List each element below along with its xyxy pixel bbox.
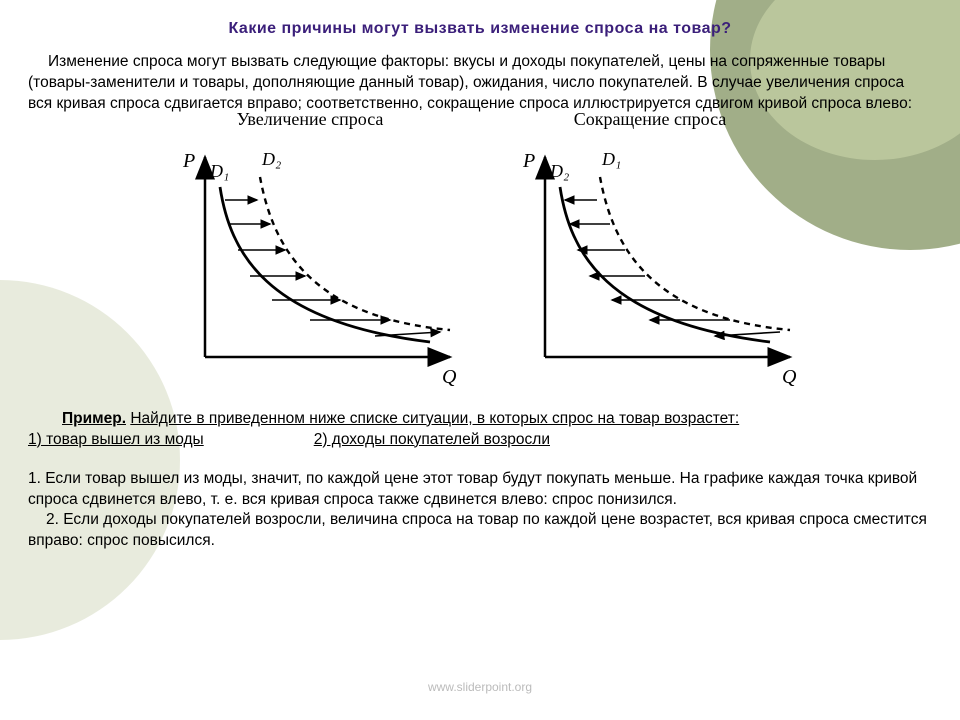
intro-paragraph: Изменение спроса могут вызвать следующие… (28, 52, 932, 115)
example-label: Пример. (62, 410, 126, 427)
svg-text:Q: Q (442, 366, 457, 388)
chart-decrease: Сокращение спроса P Q D₂ D₁ (490, 109, 810, 397)
svg-text:D₁: D₁ (601, 149, 621, 169)
example-item-1: 1) товар вышел из моды (28, 430, 204, 451)
example-block: Пример. Найдите в приведенном ниже списк… (28, 409, 932, 451)
svg-text:D₁: D₁ (209, 161, 229, 181)
example-items-row: 1) товар вышел из моды 2) доходы покупат… (28, 430, 932, 451)
example-text: Найдите в приведенном ниже списке ситуац… (130, 410, 739, 427)
slide-title: Какие причины могут вызвать изменение сп… (28, 20, 932, 38)
explain-p1: 1. Если товар вышел из моды, значит, по … (28, 469, 932, 511)
svg-text:P: P (522, 150, 535, 172)
chart-decrease-svg: P Q D₂ D₁ (490, 132, 810, 392)
chart-decrease-caption: Сокращение спроса (490, 109, 810, 130)
explanation-block: 1. Если товар вышел из моды, значит, по … (28, 469, 932, 553)
charts-row: Увеличение спроса P Q D₁ D₂ Сокращение спро… (28, 109, 932, 397)
example-heading: Пример. Найдите в приведенном ниже списк… (28, 409, 932, 430)
chart-increase-svg: P Q D₁ D₂ (150, 132, 470, 392)
svg-text:D₂: D₂ (261, 149, 281, 169)
example-item-2: 2) доходы покупателей возросли (314, 430, 550, 451)
watermark: www.sliderpoint.org (428, 680, 532, 694)
svg-text:Q: Q (782, 366, 797, 388)
chart-increase: Увеличение спроса P Q D₁ D₂ (150, 109, 470, 397)
chart-increase-caption: Увеличение спроса (150, 109, 470, 130)
svg-text:D₂: D₂ (549, 161, 569, 181)
svg-text:P: P (182, 150, 195, 172)
explain-p2: 2. Если доходы покупателей возросли, вел… (28, 510, 932, 552)
slide-content: Какие причины могут вызвать изменение сп… (0, 0, 960, 562)
